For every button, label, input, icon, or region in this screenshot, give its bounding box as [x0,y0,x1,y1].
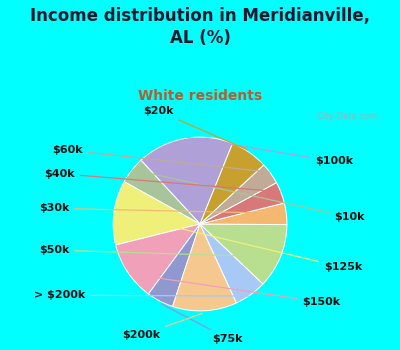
Text: $125k: $125k [115,213,362,272]
Wedge shape [172,224,236,311]
Wedge shape [200,224,287,284]
Wedge shape [148,224,200,307]
Text: $20k: $20k [143,106,248,150]
Text: City-Data.com: City-Data.com [312,112,377,121]
Text: White residents: White residents [138,89,262,103]
Text: $75k: $75k [162,304,243,344]
Wedge shape [200,183,284,224]
Wedge shape [200,203,287,225]
Wedge shape [200,144,264,224]
Wedge shape [141,137,232,224]
Wedge shape [124,160,200,224]
Text: $60k: $60k [53,145,269,172]
Text: Income distribution in Meridianville,
AL (%): Income distribution in Meridianville, AL… [30,7,370,47]
Text: $100k: $100k [187,137,354,167]
Text: $30k: $30k [39,203,285,214]
Text: $50k: $50k [39,245,280,257]
Wedge shape [113,182,200,245]
Wedge shape [200,165,276,224]
Wedge shape [200,224,263,303]
Text: > $200k: > $200k [34,290,249,300]
Wedge shape [116,224,200,294]
Text: $150k: $150k [129,274,341,307]
Text: $200k: $200k [122,313,202,340]
Text: $40k: $40k [44,169,280,192]
Text: $10k: $10k [133,170,365,222]
